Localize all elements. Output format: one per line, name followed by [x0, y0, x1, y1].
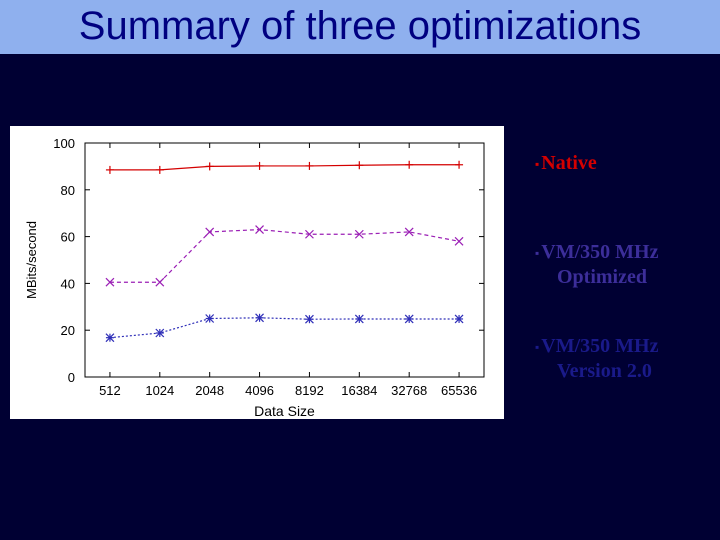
x-tick-label: 4096 [245, 383, 274, 398]
data-point [155, 165, 164, 174]
chart-panel: 0 20 40 60 80 100 512 1024 2048 4096 8192 16384 3276… [10, 126, 504, 419]
data-point [155, 277, 165, 287]
legend-v2-label-line1: VM/350 MHz [541, 335, 659, 357]
data-point [454, 236, 464, 246]
legend-bullet: ▪ [535, 246, 540, 261]
legend-optimized-label-line2: Optimized [557, 266, 647, 289]
y-axis-label: MBits/second [24, 221, 39, 299]
legend-native: ▪ Native [535, 151, 597, 176]
y-tick-label: 20 [61, 323, 75, 338]
x-tick-label: 2048 [195, 383, 224, 398]
y-tick-label: 40 [61, 276, 75, 291]
legend-native-label: Native [541, 152, 597, 174]
data-point [355, 161, 364, 170]
data-point [455, 160, 464, 169]
y-tick-label: 0 [68, 370, 75, 385]
data-point [155, 328, 165, 338]
data-point [305, 314, 314, 324]
x-tick-label: 16384 [341, 383, 377, 398]
data-point [404, 314, 414, 324]
legend-optimized: ▪ VM/350 MHz Optimized [535, 240, 658, 289]
data-point [305, 229, 314, 239]
data-point [354, 229, 364, 239]
x-tick-label: 65536 [441, 383, 477, 398]
data-point [205, 227, 215, 237]
data-point [305, 161, 314, 170]
data-point [255, 225, 264, 235]
x-axis-label: Data Size [254, 403, 315, 419]
data-point [205, 314, 215, 323]
line-chart: 0 20 40 60 80 100 512 1024 2048 4096 8192 16384 3276… [24, 136, 485, 419]
data-point [354, 314, 364, 324]
y-tick-label: 80 [61, 183, 75, 198]
data-point [404, 227, 414, 237]
data-point [105, 165, 114, 174]
legend-v2-label-line2: Version 2.0 [557, 360, 652, 383]
data-point [105, 333, 115, 343]
y-tick-label: 100 [53, 136, 75, 151]
legend-v2: ▪ VM/350 MHz Version 2.0 [535, 334, 658, 383]
slide-title: Summary of three optimizations [78, 4, 642, 48]
x-tick-label: 1024 [145, 383, 174, 398]
legend-bullet: ▪ [535, 157, 540, 172]
series-line [109, 317, 460, 339]
data-point [405, 160, 414, 169]
data-point [205, 162, 214, 171]
title-bar: Summary of three optimizations [0, 0, 720, 54]
data-point [255, 313, 264, 323]
series-line [109, 164, 460, 171]
legend-optimized-label-line1: VM/350 MHz [541, 241, 659, 263]
x-tick-label: 32768 [391, 383, 427, 398]
x-tick-label: 512 [99, 383, 121, 398]
x-tick-label: 8192 [295, 383, 324, 398]
legend-bullet: ▪ [535, 340, 540, 355]
data-point [255, 161, 264, 170]
series-line [109, 228, 460, 283]
data-point [454, 314, 464, 324]
data-point [105, 277, 115, 287]
plot-frame [84, 142, 485, 378]
y-tick-label: 60 [61, 230, 75, 245]
